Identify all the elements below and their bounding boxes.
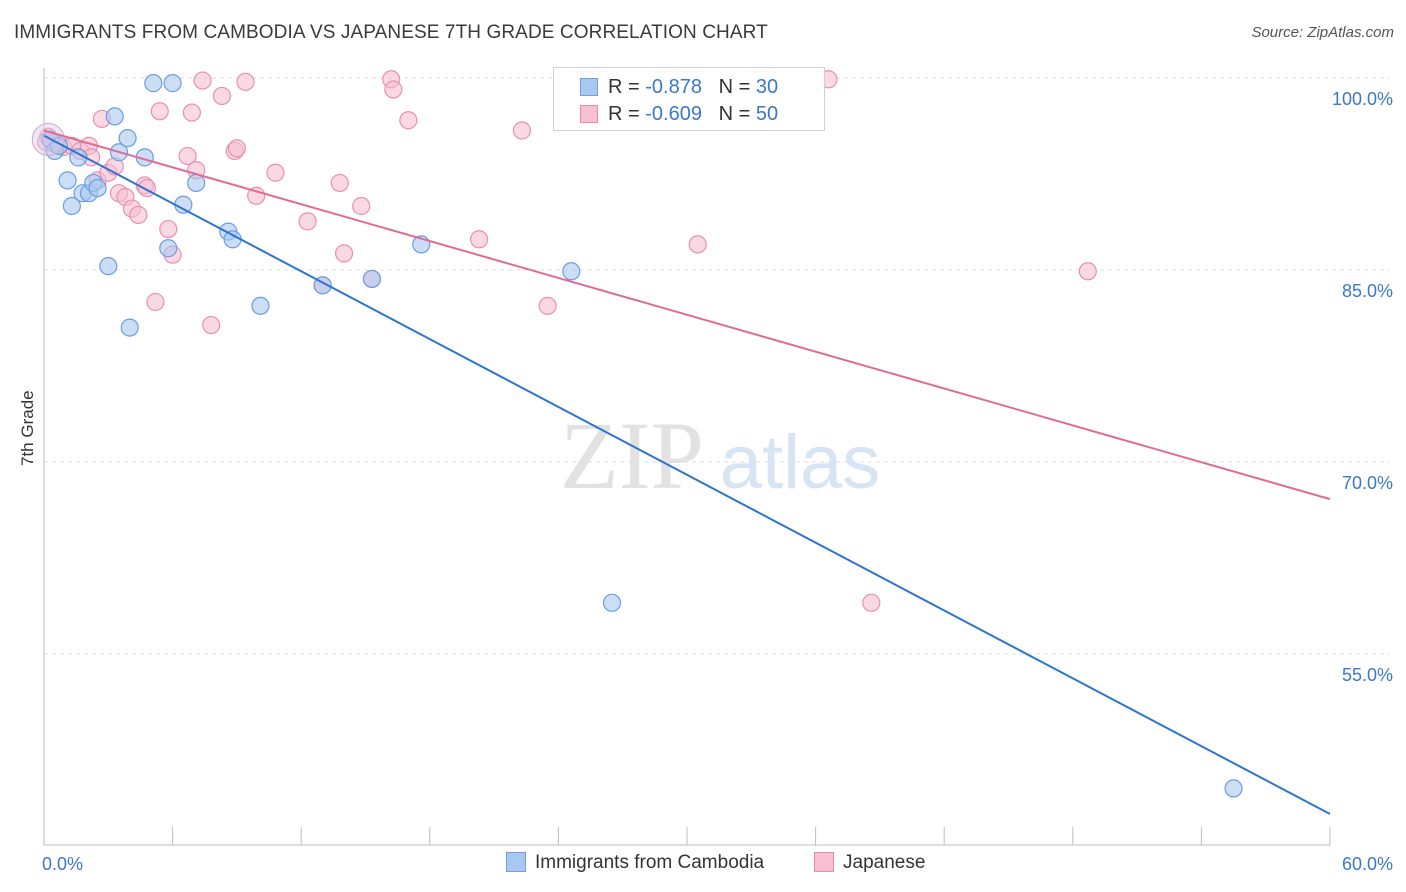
bottom-legend-label-cambodia: Immigrants from Cambodia xyxy=(535,852,765,873)
cambodia-point xyxy=(174,195,193,214)
japanese-points xyxy=(37,70,1097,612)
japanese-point xyxy=(330,173,349,193)
japanese-point xyxy=(469,230,489,249)
japanese-point xyxy=(193,71,212,90)
legend-n-label: N = xyxy=(718,103,751,125)
legend-swatch-japanese xyxy=(580,105,598,123)
japanese-point xyxy=(178,146,197,166)
bottom-legend-japanese: Japanese xyxy=(814,852,925,874)
y-tick-label: 85.0% xyxy=(1342,281,1393,301)
japanese-point xyxy=(1078,262,1097,281)
x-tick-label: 0.0% xyxy=(42,854,83,874)
cambodia-trend-line xyxy=(43,134,1331,815)
chart-title: IMMIGRANTS FROM CAMBODIA VS JAPANESE 7TH… xyxy=(14,22,768,43)
japanese-point xyxy=(688,235,707,254)
japanese-point xyxy=(399,111,418,130)
cambodia-point xyxy=(362,269,382,289)
japanese-point xyxy=(512,121,532,140)
legend-r-value: -0.609 xyxy=(645,103,702,125)
cambodia-point xyxy=(62,196,81,216)
legend-n-label: N = xyxy=(718,76,751,98)
japanese-point xyxy=(538,296,557,315)
japanese-point xyxy=(129,205,148,225)
cambodia-point xyxy=(251,296,270,315)
cambodia-point xyxy=(88,178,107,198)
cambodia-point xyxy=(144,74,163,93)
watermark-atlas: atlas xyxy=(720,420,881,505)
bottom-legend-cambodia: Immigrants from Cambodia xyxy=(506,852,764,874)
y-tick-label: 70.0% xyxy=(1342,473,1393,493)
bottom-legend-label-japanese: Japanese xyxy=(843,852,926,873)
cambodia-point xyxy=(187,173,206,193)
cambodia-point xyxy=(118,129,137,148)
cambodia-point xyxy=(562,262,581,281)
bottom-legend-swatch-cambodia xyxy=(506,852,526,872)
watermark: ZIP atlas xyxy=(560,402,880,509)
japanese-point xyxy=(150,102,169,121)
japanese-point xyxy=(227,139,246,158)
tick-labels: 100.0% 85.0% 70.0% 55.0% 0.0% 60.0% xyxy=(42,89,1393,874)
legend-r-value: -0.878 xyxy=(645,76,702,98)
chart-source: Source: ZipAtlas.com xyxy=(1251,24,1394,41)
grid-lines xyxy=(44,77,1390,655)
cambodia-point xyxy=(1224,779,1243,798)
japanese-point xyxy=(182,103,201,122)
overlap-cluster xyxy=(31,122,65,156)
japanese-point xyxy=(352,196,371,216)
cambodia-point xyxy=(602,593,622,612)
japanese-point xyxy=(146,292,165,312)
legend-r-label: R = xyxy=(608,103,640,125)
legend-row-cambodia: R = -0.878 N = 30 xyxy=(580,76,778,99)
japanese-point xyxy=(202,315,221,335)
cambodia-point xyxy=(99,257,118,276)
cambodia-point xyxy=(159,239,178,258)
bottom-legend-swatch-japanese xyxy=(814,852,834,872)
cambodia-point xyxy=(105,107,124,126)
x-tick-label: 60.0% xyxy=(1342,854,1393,874)
japanese-point xyxy=(862,593,881,612)
legend-r-label: R = xyxy=(608,76,640,98)
japanese-point xyxy=(334,244,354,263)
legend-n-value: 30 xyxy=(755,76,779,98)
y-tick-label: 55.0% xyxy=(1342,665,1393,685)
cambodia-point xyxy=(163,74,182,93)
japanese-point xyxy=(266,163,285,182)
japanese-point xyxy=(159,219,178,239)
japanese-point xyxy=(236,72,255,91)
japanese-point xyxy=(212,86,231,106)
watermark-zip: ZIP xyxy=(560,402,704,509)
axes xyxy=(43,68,1331,846)
y-tick-label: 100.0% xyxy=(1332,89,1393,109)
japanese-point xyxy=(298,212,317,231)
legend-row-japanese: R = -0.609 N = 50 xyxy=(580,103,778,126)
cambodia-point xyxy=(120,318,139,337)
legend-swatch-cambodia xyxy=(580,78,598,96)
trend-lines xyxy=(43,129,1331,815)
correlation-legend: R = -0.878 N = 30 R = -0.609 N = 50 xyxy=(553,67,825,131)
japanese-trend-line xyxy=(43,129,1331,501)
legend-n-value: 50 xyxy=(755,103,779,125)
japanese-point xyxy=(384,80,403,99)
cambodia-point xyxy=(58,171,77,190)
